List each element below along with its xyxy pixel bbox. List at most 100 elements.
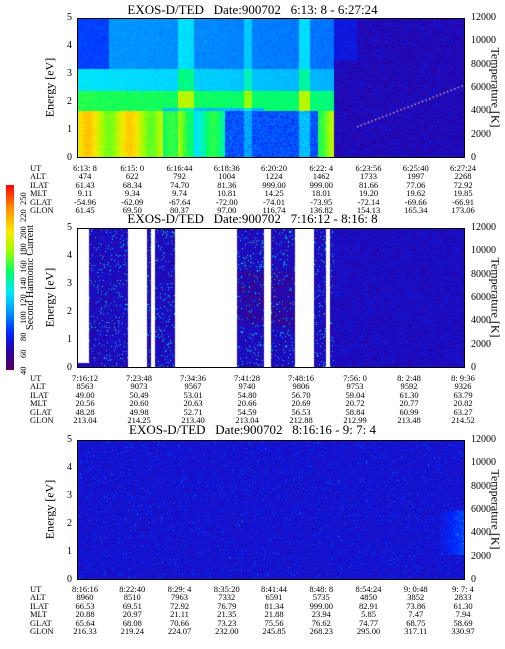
ephemeris-label: UT (30, 373, 42, 383)
ephemeris-cell: 58.69 (453, 617, 473, 628)
ephemeris-cell: 9.74 (172, 188, 187, 199)
ephemeris-cell: 20.69 (291, 398, 311, 409)
ephemeris-label: ILAT (30, 179, 49, 190)
ephemeris-cell: 1224 (265, 171, 283, 182)
ephemeris-cell: 116.74 (262, 205, 286, 215)
panel1-y2tick: 0 (471, 152, 476, 163)
ephemeris-cell: 268.23 (309, 626, 333, 636)
panel2-y2tick: 2000 (471, 338, 491, 350)
ephemeris-cell: 792 (173, 171, 186, 182)
ephemeris-cell: 52.71 (183, 406, 203, 417)
ephemeris-cell: 49.00 (75, 389, 95, 400)
panel1-y2tick: 10000 (471, 35, 496, 47)
ephemeris-cell: 7963 (171, 592, 188, 603)
ephemeris-cell: 56.70 (291, 389, 311, 400)
colorbar (6, 185, 14, 370)
ephemeris-cell: 6:27:24 (450, 163, 476, 173)
ephemeris-cell: 9: 0:48 (403, 584, 428, 594)
ephemeris-label: GLAT (30, 196, 52, 207)
ephemeris-cell: 9567 (184, 381, 202, 392)
ephemeris-cell: -66.91 (452, 196, 474, 207)
ephemeris-cell: -54.96 (74, 196, 96, 207)
panel1-y2tick: 4000 (471, 105, 491, 117)
ephemeris-label: GLAT (30, 406, 52, 417)
ephemeris-cell: 48.28 (75, 406, 95, 417)
ephemeris-cell: 245.85 (262, 626, 286, 636)
ephemeris-cell: 1733 (360, 171, 377, 182)
panel1-y2tick: 12000 (471, 12, 496, 23)
ephemeris-cell: 999.00 (309, 179, 333, 190)
panel1-y2tick: 8000 (471, 58, 491, 70)
panel3-ytick: 4 (67, 462, 72, 473)
ephemeris-cell: 18.01 (311, 188, 331, 199)
panel1-ytick: 0 (67, 152, 72, 163)
ephemeris-label: MLT (30, 398, 48, 409)
ephemeris-cell: 7:23:48 (126, 373, 152, 383)
panel1-ephemeris: UT 6:13: 8 6:15: 0 6:16:44 6:18:36 6:20:20 6:2… (0, 163, 505, 215)
ephemeris-cell: 232.00 (215, 626, 239, 636)
panel1-y2tick: 6000 (471, 82, 491, 93)
panel3-y2tick: 4000 (471, 527, 491, 539)
ephemeris-label: MLT (30, 188, 48, 199)
panel3-y2tick: 12000 (471, 434, 496, 445)
ephemeris-cell: 9753 (346, 381, 364, 392)
ephemeris-cell: 8960 (76, 592, 94, 603)
ephemeris-cell: 58.84 (345, 406, 365, 417)
ephemeris-cell: 6:23:56 (355, 163, 382, 173)
panel2-ytick: 3 (67, 278, 72, 289)
ephemeris-cell: 20.97 (122, 609, 142, 620)
ephemeris-cell: 6591 (265, 592, 283, 603)
ephemeris-cell: 219.24 (120, 626, 144, 636)
ephemeris-cell: 6:15: 0 (120, 163, 145, 173)
ephemeris-label: GLON (30, 205, 54, 215)
panel1-ytick: 1 (67, 124, 72, 135)
panel3-ephemeris: UT 8:16:16 8:22:40 8:29: 4 8:35:20 8:41:44 8:4… (0, 585, 505, 645)
ephemeris-cell: 19.20 (358, 188, 379, 199)
ephemeris-cell: 76.79 (217, 600, 237, 611)
ephemeris-cell: 75.56 (264, 617, 284, 628)
ephemeris-cell: 7.94 (455, 609, 471, 620)
ephemeris-cell: 14.25 (264, 188, 284, 199)
ephemeris-label: ALT (30, 592, 46, 603)
ephemeris-cell: 212.88 (289, 415, 313, 425)
ephemeris-cell: 7:16:12 (72, 373, 98, 383)
panel1-y2tick: 2000 (471, 128, 491, 140)
panel2-ephemeris: UT 7:16:12 7:23:48 7:34:36 7:41:28 7:48:16 7:5… (0, 373, 505, 425)
panel2-title: EXOS-D/TED Date:900702 7:16:12 - 8:16: 8 (127, 211, 378, 226)
panel3-ytick: 2 (67, 518, 72, 529)
ephemeris-cell: 2268 (454, 171, 472, 182)
ephemeris-cell: 330.97 (451, 626, 475, 636)
ephemeris-label: ILAT (30, 389, 49, 400)
ephemeris-cell: 8: 2:48 (397, 373, 421, 383)
ephemeris-cell: 9806 (292, 381, 310, 392)
ephemeris-cell: 6:16:44 (166, 163, 193, 173)
ephemeris-label: GLON (30, 415, 54, 425)
ephemeris-cell: 214.52 (451, 415, 475, 425)
ephemeris-cell: 999.00 (262, 179, 286, 190)
panel2-ytick: 4 (67, 250, 72, 261)
ephemeris-cell: 74.77 (358, 617, 379, 628)
colorbar-tick: 250 (18, 192, 28, 205)
ephemeris-cell: 50.49 (129, 389, 149, 400)
ephemeris-cell: 6:22: 4 (309, 163, 334, 173)
ephemeris-cell: 77.06 (406, 179, 426, 190)
panel1-spectrogram (77, 18, 465, 158)
panel1-title: EXOS-D/TED Date:900702 6:13: 8 - 6:27:24 (127, 2, 378, 17)
ephemeris-cell: 474 (78, 171, 92, 182)
ephemeris-cell: -67.64 (168, 196, 191, 207)
ephemeris-cell: 8:16:16 (72, 584, 98, 594)
ephemeris-cell: 9073 (130, 381, 148, 392)
ephemeris-cell: 622 (125, 171, 139, 182)
ephemeris-cell: 20.56 (75, 398, 95, 409)
ephemeris-cell: 61.43 (75, 179, 95, 190)
ephemeris-cell: 224.07 (167, 626, 192, 636)
panel3-ytick: 5 (67, 434, 72, 445)
ephemeris-cell: 54.59 (237, 406, 257, 417)
ephemeris-cell: 213.48 (397, 415, 421, 425)
ephemeris-cell: 23.94 (311, 609, 331, 620)
ephemeris-cell: 70.66 (169, 617, 190, 628)
ephemeris-cell: 63.27 (453, 406, 473, 417)
ephemeris-cell: 5.85 (361, 609, 376, 620)
panel3-spectrogram (77, 440, 465, 580)
ephemeris-cell: 66.53 (75, 600, 95, 611)
